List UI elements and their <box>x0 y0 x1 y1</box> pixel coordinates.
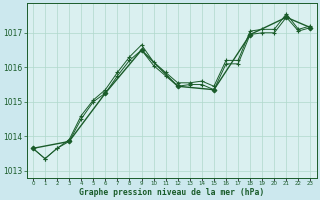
X-axis label: Graphe pression niveau de la mer (hPa): Graphe pression niveau de la mer (hPa) <box>79 188 264 197</box>
